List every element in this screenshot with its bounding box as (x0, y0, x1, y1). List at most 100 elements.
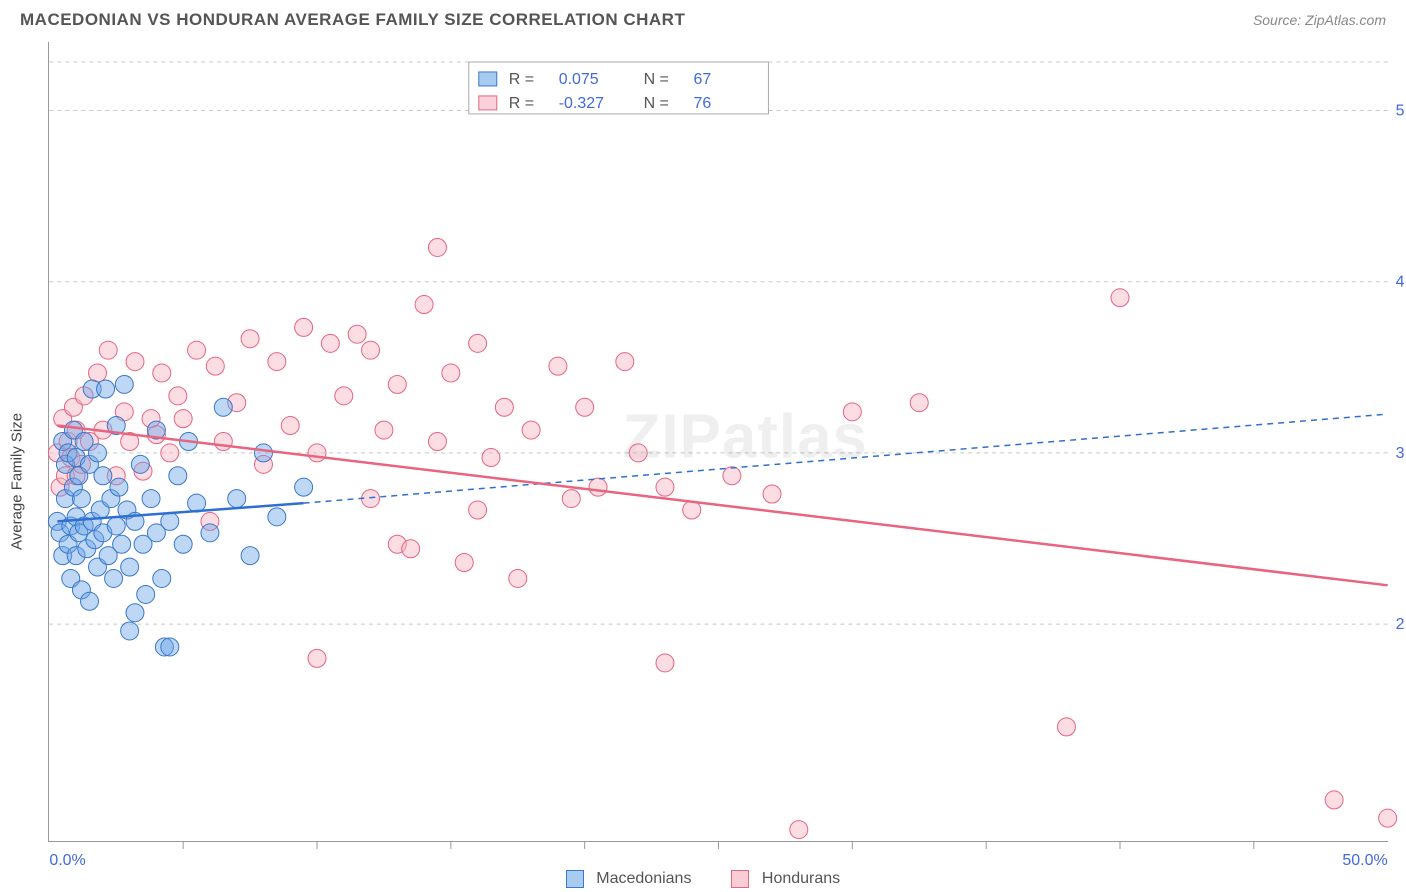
data-point (281, 417, 299, 435)
data-point (161, 444, 179, 462)
data-point (1057, 718, 1075, 736)
data-point (153, 569, 171, 587)
data-point (161, 512, 179, 530)
data-point (1325, 791, 1343, 809)
chart-svg: 2.753.504.255.000.0%50.0%Average Family … (49, 42, 1388, 841)
data-point (455, 554, 473, 572)
data-point (142, 490, 160, 508)
data-point (348, 325, 366, 343)
data-point (308, 649, 326, 667)
chart-source: Source: ZipAtlas.com (1253, 12, 1386, 28)
data-point (126, 353, 144, 371)
data-point (169, 387, 187, 405)
data-point (110, 478, 128, 496)
data-point (402, 540, 420, 558)
data-point (121, 622, 139, 640)
data-point (241, 330, 259, 348)
data-point (214, 433, 232, 451)
stats-r-label: R = (509, 95, 534, 112)
chart-plot-area: 2.753.504.255.000.0%50.0%Average Family … (48, 42, 1388, 842)
data-point (375, 421, 393, 439)
data-point (442, 364, 460, 382)
data-point (254, 444, 272, 462)
data-point (656, 654, 674, 672)
data-point (549, 357, 567, 375)
data-point (910, 394, 928, 412)
data-point (174, 410, 192, 428)
y-tick-label: 4.25 (1396, 274, 1406, 291)
data-point (495, 398, 513, 416)
data-point (214, 398, 232, 416)
data-point (295, 478, 313, 496)
data-point (137, 585, 155, 603)
data-point (89, 364, 107, 382)
stats-r-value: 0.075 (559, 71, 599, 88)
data-point (308, 444, 326, 462)
data-point (105, 569, 123, 587)
stats-swatch-icon (479, 96, 497, 110)
stats-n-label: N = (644, 71, 669, 88)
data-point (241, 547, 259, 565)
data-point (126, 604, 144, 622)
data-point (509, 569, 527, 587)
data-point (131, 455, 149, 473)
legend-label: Macedonians (596, 870, 691, 887)
data-point (723, 467, 741, 485)
stats-n-value: 67 (694, 71, 712, 88)
data-point (656, 478, 674, 496)
data-point (522, 421, 540, 439)
chart-header: MACEDONIAN VS HONDURAN AVERAGE FAMILY SI… (0, 0, 1406, 34)
data-point (482, 448, 500, 466)
data-point (94, 467, 112, 485)
stats-n-value: 76 (694, 95, 712, 112)
legend-swatch-icon (731, 870, 749, 888)
legend-item-hondurans: Hondurans (731, 870, 840, 888)
data-point (115, 375, 133, 393)
x-max-label: 50.0% (1342, 852, 1387, 869)
stats-r-label: R = (509, 71, 534, 88)
legend-item-macedonians: Macedonians (566, 870, 692, 888)
data-point (1379, 809, 1397, 827)
data-point (206, 357, 224, 375)
data-point (295, 318, 313, 336)
data-point (99, 341, 117, 359)
data-point (97, 380, 115, 398)
data-point (629, 444, 647, 462)
stats-swatch-icon (479, 72, 497, 86)
data-point (790, 821, 808, 839)
bottom-legend: Macedonians Hondurans (0, 870, 1406, 888)
data-point (321, 334, 339, 352)
data-point (428, 238, 446, 256)
data-point (188, 341, 206, 359)
y-tick-label: 3.50 (1396, 445, 1406, 462)
data-point (616, 353, 634, 371)
data-point (174, 535, 192, 553)
data-point (153, 364, 171, 382)
data-point (72, 490, 90, 508)
data-point (388, 375, 406, 393)
data-point (415, 296, 433, 314)
data-point (589, 478, 607, 496)
y-axis-label: Average Family Size (8, 413, 25, 550)
legend-swatch-icon (566, 870, 584, 888)
stats-r-value: -0.327 (559, 95, 604, 112)
data-point (335, 387, 353, 405)
data-point (228, 490, 246, 508)
stats-n-label: N = (644, 95, 669, 112)
watermark: ZIPatlas (623, 402, 868, 471)
data-point (201, 524, 219, 542)
data-point (576, 398, 594, 416)
data-point (268, 353, 286, 371)
data-point (428, 433, 446, 451)
data-point (121, 558, 139, 576)
data-point (469, 501, 487, 519)
data-point (843, 403, 861, 421)
legend-label: Hondurans (762, 870, 840, 887)
chart-title: MACEDONIAN VS HONDURAN AVERAGE FAMILY SI… (20, 10, 685, 30)
data-point (763, 485, 781, 503)
data-point (113, 535, 131, 553)
y-tick-label: 5.00 (1396, 102, 1406, 119)
data-point (107, 517, 125, 535)
data-point (469, 334, 487, 352)
y-tick-label: 2.75 (1396, 616, 1406, 633)
